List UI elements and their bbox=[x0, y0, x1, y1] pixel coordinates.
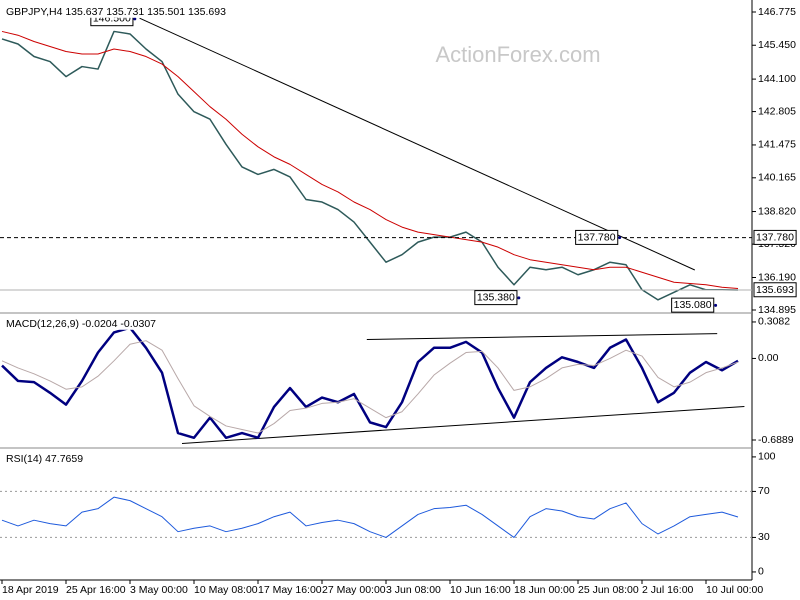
x-tick-label: 10 Jul 00:00 bbox=[706, 584, 763, 596]
y-tick-label: 30 bbox=[758, 531, 770, 543]
y-tick-label: -0.6889 bbox=[758, 434, 794, 446]
y-tick-label: 0.00 bbox=[758, 352, 779, 364]
title-bg bbox=[4, 5, 229, 18]
watermark: ActionForex.com bbox=[435, 42, 600, 67]
x-tick-label: 18 Apr 2019 bbox=[2, 584, 59, 596]
annotation-point bbox=[517, 296, 521, 300]
y-tick-label: 146.775 bbox=[758, 6, 796, 18]
value-label: 135.380 bbox=[477, 292, 515, 304]
label-box bbox=[575, 229, 619, 245]
panel-title: GBPJPY,H4 135.637 135.731 135.501 135.69… bbox=[6, 6, 226, 18]
title-bg bbox=[4, 317, 159, 330]
annotation-point bbox=[133, 17, 137, 21]
label-box bbox=[474, 290, 518, 306]
x-tick-label: 27 May 00:00 bbox=[322, 584, 386, 596]
trend-line bbox=[366, 333, 718, 341]
x-tick-label: 10 May 08:00 bbox=[194, 584, 258, 596]
y-tick-label: 141.475 bbox=[758, 139, 796, 151]
label-box bbox=[753, 282, 797, 298]
x-tick-label: 10 Jun 16:00 bbox=[450, 584, 511, 596]
series-line bbox=[1, 30, 739, 301]
y-tick-label: 140.165 bbox=[758, 172, 796, 184]
panel-title: RSI(14) 47.7659 bbox=[6, 453, 83, 465]
x-tick-label: 17 May 16:00 bbox=[258, 584, 322, 596]
value-label: 135.080 bbox=[674, 299, 712, 311]
x-tick-label: 3 Jun 08:00 bbox=[386, 584, 441, 596]
series-line bbox=[1, 340, 739, 434]
y-tick-label: 70 bbox=[758, 485, 770, 497]
x-tick-label: 2 Jul 16:00 bbox=[642, 584, 694, 596]
annotation-point bbox=[714, 303, 718, 307]
value-label: 135.693 bbox=[756, 284, 794, 296]
y-tick-label: 0 bbox=[758, 566, 764, 578]
y-tick-label: 134.895 bbox=[758, 304, 796, 316]
annotation-point bbox=[618, 236, 622, 240]
trend-line bbox=[181, 406, 745, 444]
label-box bbox=[671, 297, 715, 313]
title-bg bbox=[4, 452, 86, 465]
y-tick-label: 0.3082 bbox=[758, 316, 790, 328]
y-tick-label: 136.190 bbox=[758, 271, 796, 283]
x-tick-label: 25 Jun 08:00 bbox=[578, 584, 639, 596]
label-box bbox=[753, 229, 797, 245]
x-tick-label: 3 May 00:00 bbox=[130, 584, 188, 596]
y-tick-label: 142.805 bbox=[758, 105, 796, 117]
y-tick-label: 100 bbox=[758, 451, 776, 463]
y-tick-label: 138.820 bbox=[758, 205, 796, 217]
y-tick-label: 144.100 bbox=[758, 73, 796, 85]
trend-line bbox=[139, 17, 696, 271]
y-tick-label: 145.450 bbox=[758, 39, 796, 51]
value-label: 137.780 bbox=[756, 231, 794, 243]
x-tick-label: 25 Apr 16:00 bbox=[66, 584, 126, 596]
value-label: 137.780 bbox=[578, 231, 616, 243]
x-tick-label: 18 Jun 00:00 bbox=[514, 584, 575, 596]
panel-title: MACD(12,26,9) -0.0204 -0.0307 bbox=[6, 318, 156, 330]
series-line bbox=[1, 30, 739, 290]
series-line bbox=[1, 496, 739, 538]
